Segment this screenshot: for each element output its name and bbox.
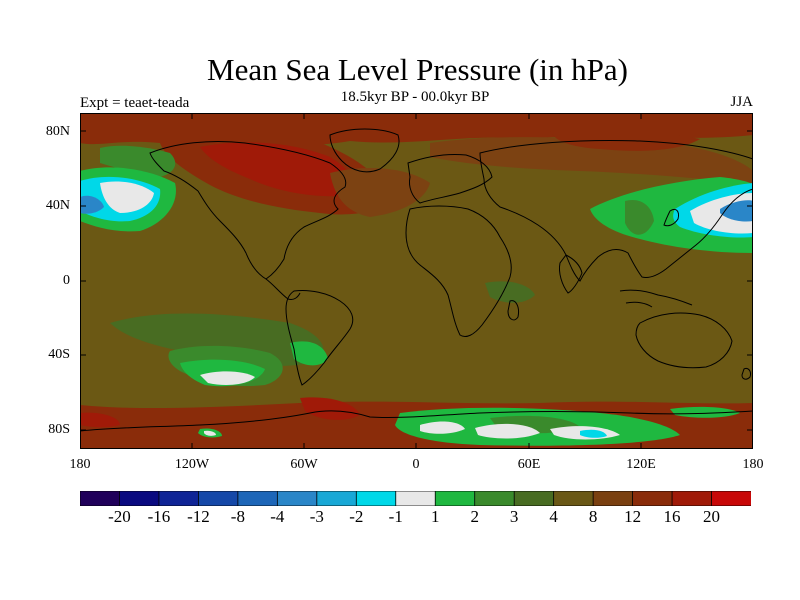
- field-antarctic-white1: [420, 421, 465, 434]
- colorbar-box: [316, 491, 358, 506]
- field-pacific-low-east-blue: [720, 200, 753, 222]
- field-antarctic-green2: [670, 406, 740, 418]
- colorbar-box: [711, 491, 751, 506]
- colorbar-label: 8: [588, 507, 598, 526]
- y-tick-40s: 40S: [48, 347, 70, 362]
- continent-antarctica: [80, 410, 753, 432]
- field-atlantic-green: [100, 145, 176, 177]
- continent-europe: [407, 154, 493, 204]
- field-antarctic-white2: [475, 423, 540, 439]
- colorbar-label: -16: [147, 507, 171, 526]
- colorbar-label: 4: [549, 507, 558, 526]
- colorbar-box: [80, 491, 121, 506]
- colorbar-label: -1: [388, 507, 403, 526]
- colorbar-label: 3: [509, 507, 519, 526]
- colorbar-label: -20: [108, 507, 131, 526]
- colorbar-box: [355, 491, 397, 506]
- chart-title: Mean Sea Level Pressure (in hPa): [207, 52, 628, 87]
- field-south-atlantic-green: [290, 341, 328, 366]
- field-southern-red-core2: [80, 412, 120, 428]
- y-tick-40n: 40N: [45, 198, 70, 213]
- colorbar-label: -4: [270, 507, 285, 526]
- season-label: JJA: [730, 94, 753, 110]
- field-antarctic-cyan: [580, 429, 607, 438]
- continent-africa: [405, 205, 512, 338]
- field-antarctic-white4: [204, 430, 216, 436]
- x-tick-180w: 180: [69, 457, 91, 472]
- x-tick-180e: 180: [742, 457, 764, 472]
- colorbar-label: -3: [309, 507, 324, 526]
- field-east-asia-green: [625, 199, 654, 235]
- colorbar-label: 2: [470, 507, 479, 526]
- field-pacific-low-west-blue: [80, 195, 104, 214]
- x-tick-0: 0: [412, 457, 420, 472]
- colorbar-label: 1: [430, 507, 440, 526]
- field-south-pacific-white: [200, 371, 255, 385]
- colorbar-box: [592, 491, 634, 506]
- field-eurasia-high: [430, 137, 753, 183]
- colorbar-label: -8: [230, 507, 245, 526]
- y-tick-80n: 80N: [45, 124, 70, 139]
- continent-asia: [479, 140, 753, 282]
- colorbar-box: [395, 491, 437, 506]
- continent-madagascar: [507, 300, 519, 321]
- field-pacific-low-west-white: [100, 181, 154, 213]
- x-tick-120w: 120W: [174, 457, 210, 472]
- continent-greenland: [329, 128, 400, 173]
- continent-australia: [635, 312, 733, 369]
- colorbar-box: [632, 491, 673, 506]
- field-southern-red-core: [300, 397, 360, 420]
- axis-ticks: [80, 113, 753, 449]
- continent-new-zealand: [741, 368, 751, 380]
- colorbar-box: [553, 491, 595, 506]
- colorbar-box: [276, 491, 318, 506]
- colorbar-label: 16: [663, 507, 681, 526]
- pressure-map: [80, 113, 753, 449]
- x-tick-120e: 120E: [626, 457, 656, 472]
- y-tick-80s: 80S: [48, 422, 70, 437]
- colorbar-label: -12: [187, 507, 210, 526]
- continent-south-america: [285, 290, 354, 386]
- colorbar-label: -2: [349, 507, 364, 526]
- colorbar-box: [474, 491, 516, 506]
- colorbar-box: [671, 491, 713, 506]
- colorbar-box: [434, 491, 476, 506]
- field-atlantic-high: [330, 168, 430, 217]
- field-africa-green: [485, 281, 535, 303]
- colorbar-box: [158, 491, 200, 506]
- colorbar-box: [119, 491, 160, 506]
- continent-india: [559, 254, 583, 294]
- colorbar-box: [513, 491, 555, 506]
- continent-north-america: [149, 141, 347, 280]
- continent-japan: [663, 208, 679, 227]
- colorbar: [80, 491, 751, 506]
- colorbar-box: [237, 491, 279, 506]
- colorbar-label: 20: [703, 507, 721, 526]
- x-tick-60w: 60W: [290, 457, 318, 472]
- y-tick-0: 0: [63, 273, 70, 288]
- experiment-label: Expt = teaet-teada: [80, 95, 190, 111]
- x-tick-60e: 60E: [517, 457, 541, 472]
- chart-subtitle: 18.5kyr BP - 00.0kyr BP: [340, 89, 490, 105]
- field-south-pacific-green: [110, 313, 324, 367]
- field-north-america-core: [200, 142, 354, 197]
- continent-indonesia: [619, 289, 693, 308]
- colorbar-label: 12: [624, 507, 642, 526]
- colorbar-box: [198, 491, 239, 506]
